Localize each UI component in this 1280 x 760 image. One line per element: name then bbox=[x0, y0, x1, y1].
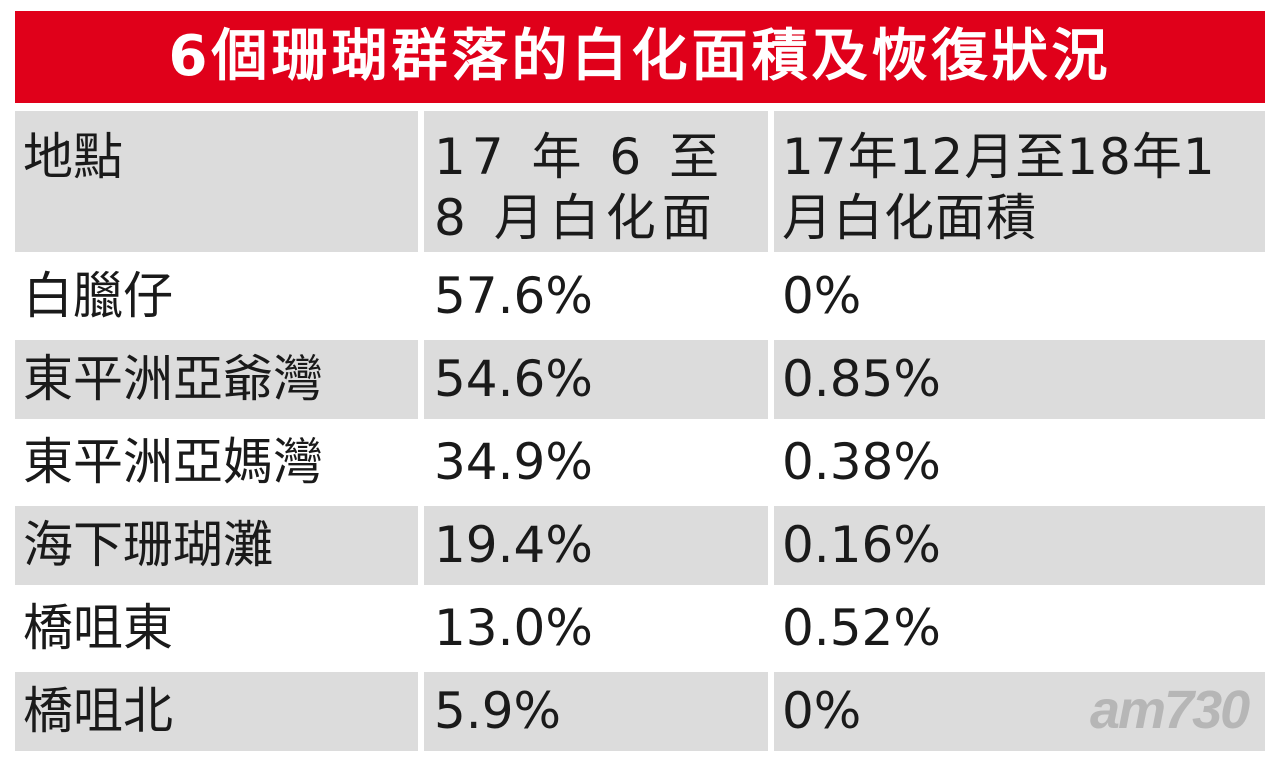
bleach-2018-cell: 0% bbox=[782, 267, 862, 325]
header-location: 地點 bbox=[15, 111, 418, 252]
bleach-2018-cell: 0.38% bbox=[782, 433, 941, 491]
am730-logo: am730 bbox=[1090, 680, 1250, 740]
location-cell: 海下珊瑚灘 bbox=[15, 506, 418, 585]
bleach-2018-cell: 0.52% bbox=[782, 599, 941, 657]
bleach-2017-cell: 19.4% bbox=[424, 506, 768, 585]
bleach-2017-cell: 57.6% bbox=[434, 267, 593, 325]
location-cell: 橋咀東 bbox=[23, 599, 173, 657]
bleach-2017-cell: 5.9% bbox=[424, 672, 768, 751]
location-cell: 白臘仔 bbox=[23, 267, 173, 325]
header-bleach-2017-label: 17 年 6 至 8 月白化面積 bbox=[434, 128, 726, 252]
bleach-2018-cell: 0% bbox=[774, 672, 1265, 751]
bleach-2017-cell: 13.0% bbox=[434, 599, 593, 657]
header-bleach-2017: 17 年 6 至 8 月白化面積 bbox=[424, 111, 768, 252]
header-bleach-2018: 17年12月至18年1月白化面積 bbox=[774, 111, 1265, 252]
bleach-2018-cell: 0.85% bbox=[774, 340, 1265, 419]
location-cell: 橋咀北 bbox=[15, 672, 418, 751]
bleach-2018-cell: 0.16% bbox=[774, 506, 1265, 585]
bleach-2017-cell: 54.6% bbox=[424, 340, 768, 419]
header-bleach-2018-label: 17年12月至18年1月白化面積 bbox=[782, 128, 1216, 247]
location-cell: 東平洲亞爺灣 bbox=[15, 340, 418, 419]
header-location-label: 地點 bbox=[23, 128, 123, 186]
bleach-2017-cell: 34.9% bbox=[434, 433, 593, 491]
table-title: 6個珊瑚群落的白化面積及恢復狀況 bbox=[15, 11, 1265, 103]
location-cell: 東平洲亞媽灣 bbox=[23, 433, 323, 491]
